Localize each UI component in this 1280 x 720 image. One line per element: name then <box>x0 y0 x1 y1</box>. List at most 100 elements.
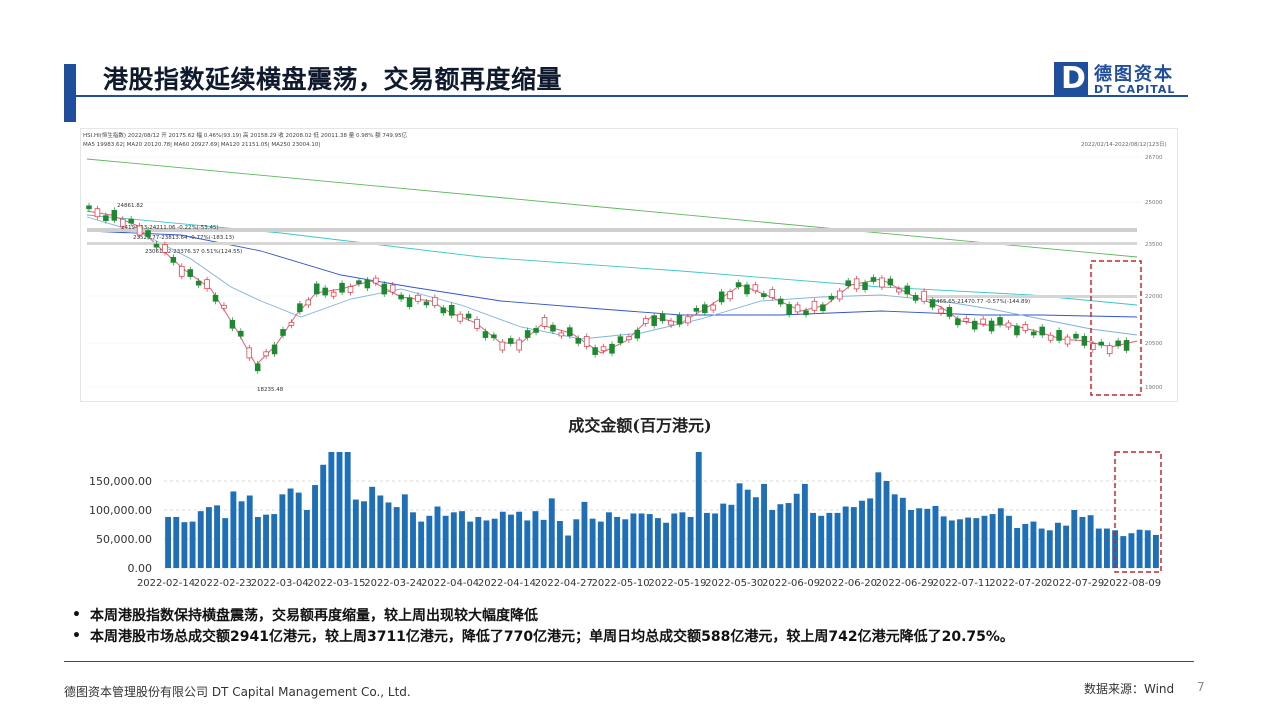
volume-bar <box>605 512 612 568</box>
candle-body <box>119 218 126 227</box>
volume-bar <box>614 516 621 568</box>
candle-body <box>204 279 210 290</box>
volume-x-tick-label: 2022-05-30 <box>705 578 763 589</box>
volume-bar <box>867 498 874 568</box>
candle-body <box>837 290 843 300</box>
volume-bar <box>459 511 465 568</box>
volume-bar <box>663 522 670 568</box>
volume-bar <box>418 521 425 568</box>
candle-body <box>870 277 877 282</box>
candle-body <box>668 320 674 326</box>
volume-bar <box>214 505 221 568</box>
logo-mark-icon: D <box>1054 61 1088 96</box>
candle-body <box>221 304 227 309</box>
volume-bar <box>173 516 180 568</box>
candle-body <box>710 304 716 311</box>
candle-body <box>828 295 835 300</box>
volume-bar <box>948 520 955 568</box>
bullet-dot-icon: • <box>72 627 81 644</box>
candle-body <box>179 265 185 277</box>
candle-body <box>381 283 387 295</box>
volume-bar <box>442 515 449 568</box>
candle-body <box>929 299 936 308</box>
candle-body <box>482 331 489 338</box>
volume-bar <box>295 492 302 568</box>
volume-bar <box>181 522 188 568</box>
volume-bar <box>687 516 694 568</box>
resistance-band-2 <box>87 242 1137 245</box>
volume-bar <box>744 489 751 568</box>
candle-body <box>980 318 986 325</box>
volume-bar <box>205 507 212 568</box>
candle-body <box>280 329 286 336</box>
volume-bar <box>622 519 629 568</box>
volume-bar <box>908 510 914 568</box>
candle-body <box>128 218 134 224</box>
volume-bar <box>328 452 335 568</box>
candle-body <box>1081 336 1088 346</box>
candle-body <box>516 339 522 351</box>
volume-bar <box>303 510 310 568</box>
candle-body <box>769 289 776 298</box>
volume-bar <box>516 511 523 568</box>
bullet-item: • 本周港股指数保持横盘震荡，交易额再度缩量，较上周出现较大幅度降低 <box>72 604 1014 625</box>
volume-bar-chart: 0.00 50,000.00 100,000.00 150,000.00 2022-0… <box>89 451 1162 589</box>
candle-body <box>533 328 539 333</box>
candle-body <box>550 324 556 332</box>
bullet-dot-icon: • <box>72 606 81 623</box>
volume-bar <box>1071 510 1078 568</box>
volume-bar <box>426 515 433 568</box>
candle-body <box>187 269 193 277</box>
volume-bar <box>450 512 457 568</box>
candle-body <box>988 320 995 332</box>
volume-x-tick-label: 2022-05-19 <box>648 578 706 589</box>
volume-bar <box>720 503 727 568</box>
candle-body <box>524 330 531 338</box>
volume-bar <box>793 493 800 568</box>
candle-body <box>777 298 784 305</box>
volume-bar <box>197 511 204 568</box>
candle-body <box>212 294 219 302</box>
logo-english-name: DT CAPITAL <box>1094 83 1176 96</box>
candle-body <box>761 293 767 297</box>
candle-body <box>744 284 750 295</box>
candle-body <box>575 337 582 344</box>
volume-bar <box>230 491 237 568</box>
volume-bar <box>263 514 269 568</box>
volume-bar <box>393 507 400 568</box>
volume-bar <box>222 518 229 568</box>
recent-highlight-box <box>1090 260 1142 396</box>
volume-bar <box>352 499 359 568</box>
volume-bar <box>165 516 172 568</box>
resistance-band-1 <box>87 228 1137 232</box>
volume-bar <box>287 488 294 568</box>
volume-bar <box>1120 536 1127 568</box>
volume-bar <box>777 504 784 568</box>
volume-bar <box>1079 516 1086 568</box>
page-number: 7 <box>1197 680 1205 694</box>
volume-bar <box>891 494 898 568</box>
candle-body <box>246 347 253 359</box>
candle-body <box>921 290 927 302</box>
candle-body <box>305 299 312 306</box>
candle-body <box>1064 336 1071 345</box>
title-accent-bar <box>64 64 76 122</box>
candle-body <box>955 318 961 326</box>
candle-body <box>583 336 590 347</box>
candle-body <box>853 278 860 290</box>
volume-bar <box>981 515 988 568</box>
volume-bar <box>597 521 604 568</box>
candle-body <box>946 307 953 317</box>
candle-body <box>803 310 809 316</box>
volume-bar <box>467 521 474 568</box>
volume-bar <box>524 520 531 568</box>
volume-bar <box>557 521 563 568</box>
candle-body <box>609 343 615 354</box>
volume-bar <box>344 452 351 568</box>
volume-bar <box>385 502 392 568</box>
volume-bar <box>401 494 408 568</box>
volume-bar <box>810 512 816 568</box>
candle-body <box>811 300 818 311</box>
kline-annotation: 24194.53-24211.06 -0.22%(-53.45) <box>121 225 219 231</box>
candle-body <box>288 321 295 326</box>
